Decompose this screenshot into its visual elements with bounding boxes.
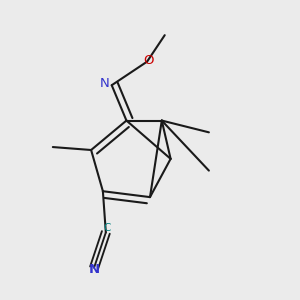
Text: N: N: [88, 263, 100, 276]
Text: C: C: [103, 223, 111, 233]
Text: O: O: [143, 54, 154, 67]
Text: N: N: [100, 77, 109, 90]
